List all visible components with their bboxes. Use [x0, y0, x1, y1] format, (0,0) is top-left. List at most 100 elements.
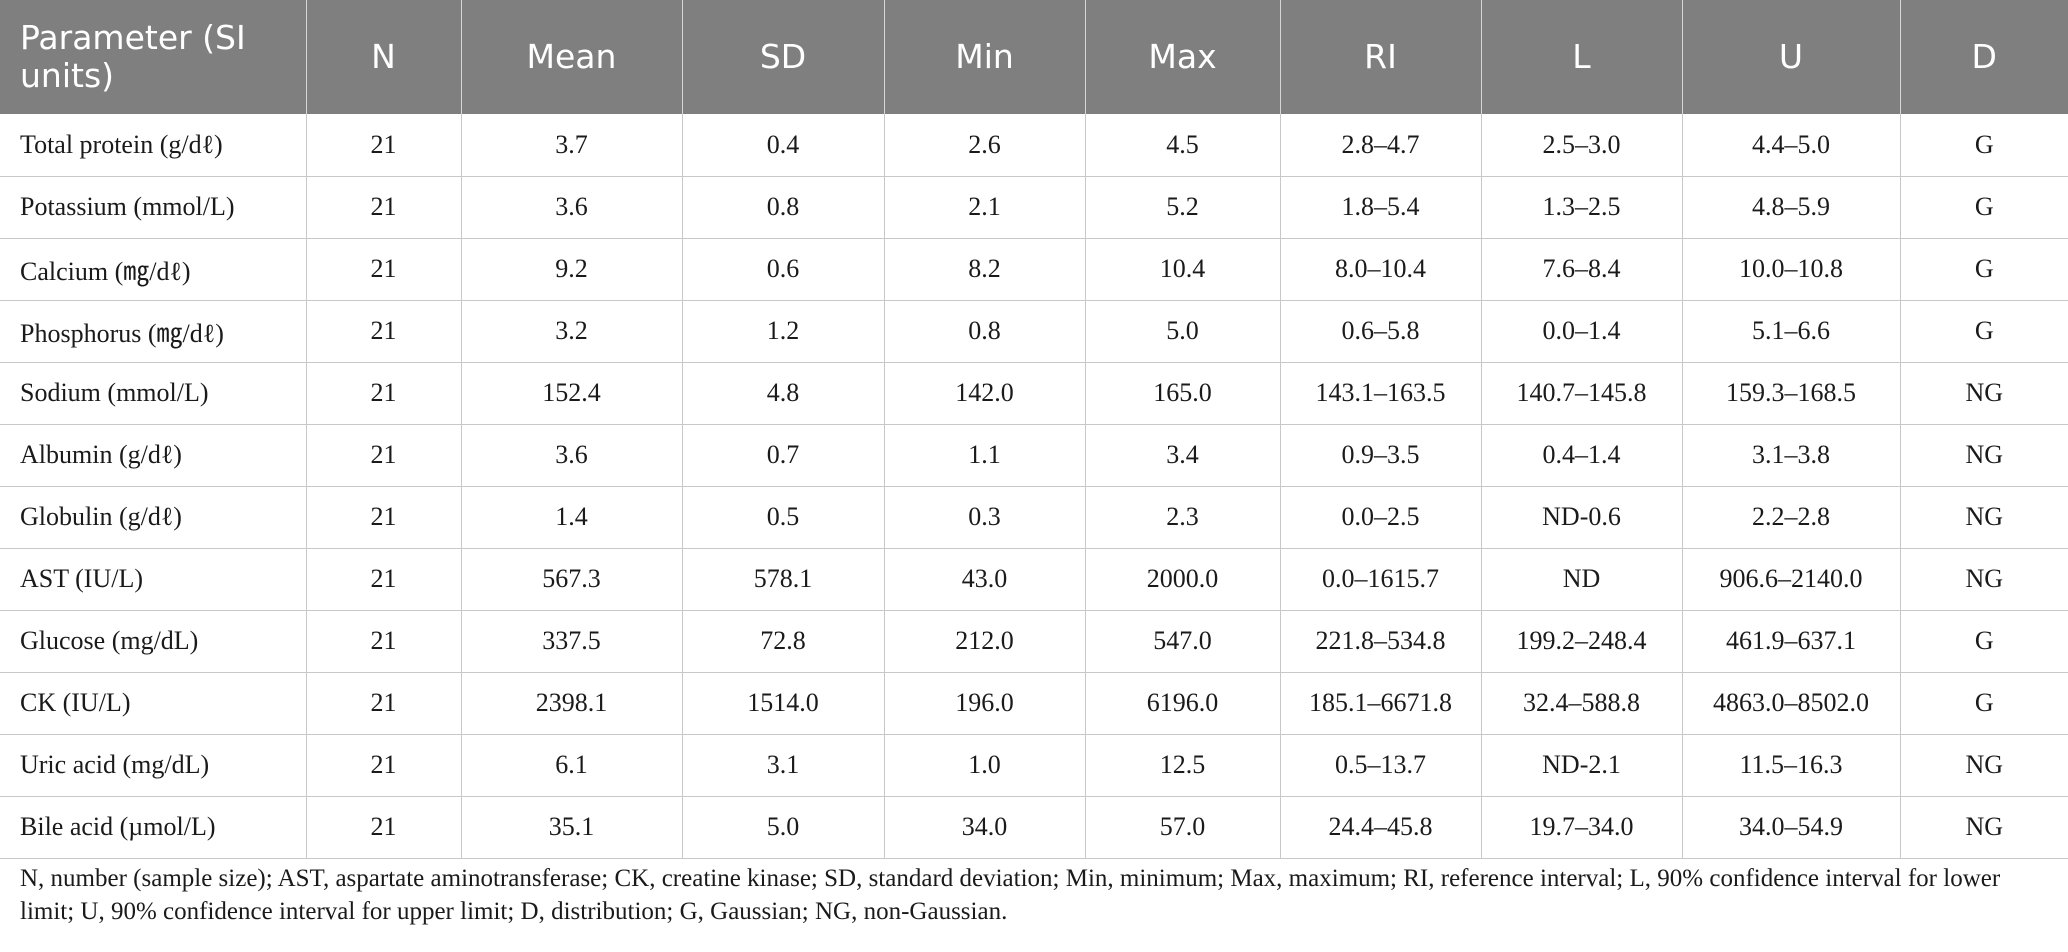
table-cell: 0.3	[884, 486, 1086, 549]
table-cell: 3.1–3.8	[1682, 424, 1901, 487]
table-row: Uric acid (mg/dL) 21 6.1 3.1 1.0 12.5 0.5–13.7…	[0, 734, 2068, 797]
table-cell: 34.0	[884, 796, 1086, 859]
table-cell: 21	[306, 300, 462, 363]
table-cell: 0.0–2.5	[1280, 486, 1482, 549]
table-row: Phosphorus (㎎/dℓ) 21 3.2 1.2 0.8 5.0 0.6–5.8 0.…	[0, 300, 2068, 363]
table-cell: ND-0.6	[1481, 486, 1683, 549]
table-row: Sodium (mmol/L) 21 152.4 4.8 142.0 165.0 143.1…	[0, 362, 2068, 425]
table-cell: 140.7–145.8	[1481, 362, 1683, 425]
table-row: Bile acid (µmol/L) 21 35.1 5.0 34.0 57.0 24.4–…	[0, 796, 2068, 859]
table-cell: 212.0	[884, 610, 1086, 673]
table-cell: 5.0	[1085, 300, 1281, 363]
table-cell: 43.0	[884, 548, 1086, 611]
table-cell: 21	[306, 610, 462, 673]
parameter-cell: Albumin (g/dℓ)	[0, 424, 307, 487]
table-cell: 3.6	[461, 176, 683, 239]
table-cell: 0.0–1.4	[1481, 300, 1683, 363]
table-row: Glucose (mg/dL) 21 337.5 72.8 212.0 547.0 221.…	[0, 610, 2068, 673]
table-cell: G	[1900, 300, 2068, 363]
table-cell: 10.4	[1085, 238, 1281, 301]
table-header: Parameter (SI units) N Mean SD Min Max RI L U D	[0, 0, 2068, 114]
table-cell: 32.4–588.8	[1481, 672, 1683, 735]
parameter-cell: Total protein (g/dℓ)	[0, 114, 307, 177]
table-cell: 3.6	[461, 424, 683, 487]
table-cell: 21	[306, 238, 462, 301]
parameter-cell: Glucose (mg/dL)	[0, 610, 307, 673]
table-cell: 196.0	[884, 672, 1086, 735]
column-header-3: SD	[682, 0, 885, 114]
table-row: Albumin (g/dℓ) 21 3.6 0.7 1.1 3.4 0.9–3.5 0.4–1…	[0, 424, 2068, 487]
table-cell: G	[1900, 176, 2068, 239]
column-header-8: U	[1682, 0, 1901, 114]
parameter-cell: Globulin (g/dℓ)	[0, 486, 307, 549]
table-cell: 0.8	[884, 300, 1086, 363]
table-cell: 547.0	[1085, 610, 1281, 673]
table-cell: 2.1	[884, 176, 1086, 239]
table-cell: 1.2	[682, 300, 885, 363]
table-cell: 6.1	[461, 734, 683, 797]
table-cell: 21	[306, 672, 462, 735]
table-cell: NG	[1900, 486, 2068, 549]
table-cell: NG	[1900, 548, 2068, 611]
table-cell: 3.4	[1085, 424, 1281, 487]
table-cell: 21	[306, 486, 462, 549]
table-cell: 57.0	[1085, 796, 1281, 859]
table-cell: 578.1	[682, 548, 885, 611]
table-cell: 72.8	[682, 610, 885, 673]
table-cell: 221.8–534.8	[1280, 610, 1482, 673]
table-cell: 12.5	[1085, 734, 1281, 797]
reference-interval-table-container: Parameter (SI units) N Mean SD Min Max RI L U D T…	[0, 0, 2068, 859]
table-cell: 0.9–3.5	[1280, 424, 1482, 487]
table-cell: 34.0–54.9	[1682, 796, 1901, 859]
table-cell: 0.5–13.7	[1280, 734, 1482, 797]
table-cell: 35.1	[461, 796, 683, 859]
table-cell: 2.3	[1085, 486, 1281, 549]
table-row: Total protein (g/dℓ) 21 3.7 0.4 2.6 4.5 2.8–4.…	[0, 114, 2068, 177]
table-cell: 21	[306, 796, 462, 859]
table-cell: 2.5–3.0	[1481, 114, 1683, 177]
table-cell: G	[1900, 610, 2068, 673]
table-cell: 11.5–16.3	[1682, 734, 1901, 797]
column-header-7: L	[1481, 0, 1683, 114]
table-cell: 21	[306, 424, 462, 487]
column-header-5: Max	[1085, 0, 1281, 114]
table-cell: G	[1900, 114, 2068, 177]
table-cell: ND	[1481, 548, 1683, 611]
table-cell: 8.0–10.4	[1280, 238, 1482, 301]
table-cell: 159.3–168.5	[1682, 362, 1901, 425]
table-cell: 6196.0	[1085, 672, 1281, 735]
table-row: Potassium (mmol/L) 21 3.6 0.8 2.1 5.2 1.8–5.4 1…	[0, 176, 2068, 239]
table-cell: 0.6–5.8	[1280, 300, 1482, 363]
table-cell: 9.2	[461, 238, 683, 301]
parameter-cell: CK (IU/L)	[0, 672, 307, 735]
parameter-cell: Sodium (mmol/L)	[0, 362, 307, 425]
table-cell: NG	[1900, 734, 2068, 797]
parameter-cell: Calcium (㎎/dℓ)	[0, 238, 307, 301]
table-row: Globulin (g/dℓ) 21 1.4 0.5 0.3 2.3 0.0–2.5 ND-0…	[0, 486, 2068, 549]
table-row: AST (IU/L) 21 567.3 578.1 43.0 2000.0 0.0–1615…	[0, 548, 2068, 611]
table-cell: 1514.0	[682, 672, 885, 735]
table-cell: 337.5	[461, 610, 683, 673]
table-cell: 0.7	[682, 424, 885, 487]
table-cell: 199.2–248.4	[1481, 610, 1683, 673]
table-cell: 4.8	[682, 362, 885, 425]
table-cell: 5.0	[682, 796, 885, 859]
table-cell: 461.9–637.1	[1682, 610, 1901, 673]
table-cell: 1.1	[884, 424, 1086, 487]
table-cell: 3.2	[461, 300, 683, 363]
table-body: Total protein (g/dℓ) 21 3.7 0.4 2.6 4.5 2.8–4.…	[0, 114, 2068, 859]
parameter-cell: AST (IU/L)	[0, 548, 307, 611]
table-cell: 21	[306, 734, 462, 797]
table-row: CK (IU/L) 21 2398.1 1514.0 196.0 6196.0 185.1–…	[0, 672, 2068, 735]
table-cell: 4.8–5.9	[1682, 176, 1901, 239]
table-cell: 4.4–5.0	[1682, 114, 1901, 177]
table-cell: 7.6–8.4	[1481, 238, 1683, 301]
table-footnote: N, number (sample size); AST, aspartate …	[20, 865, 2001, 925]
table-cell: 3.7	[461, 114, 683, 177]
table-cell: 4.5	[1085, 114, 1281, 177]
table-cell: 0.4–1.4	[1481, 424, 1683, 487]
table-cell: 2.6	[884, 114, 1086, 177]
parameter-cell: Potassium (mmol/L)	[0, 176, 307, 239]
table-cell: 1.4	[461, 486, 683, 549]
table-cell: 21	[306, 548, 462, 611]
